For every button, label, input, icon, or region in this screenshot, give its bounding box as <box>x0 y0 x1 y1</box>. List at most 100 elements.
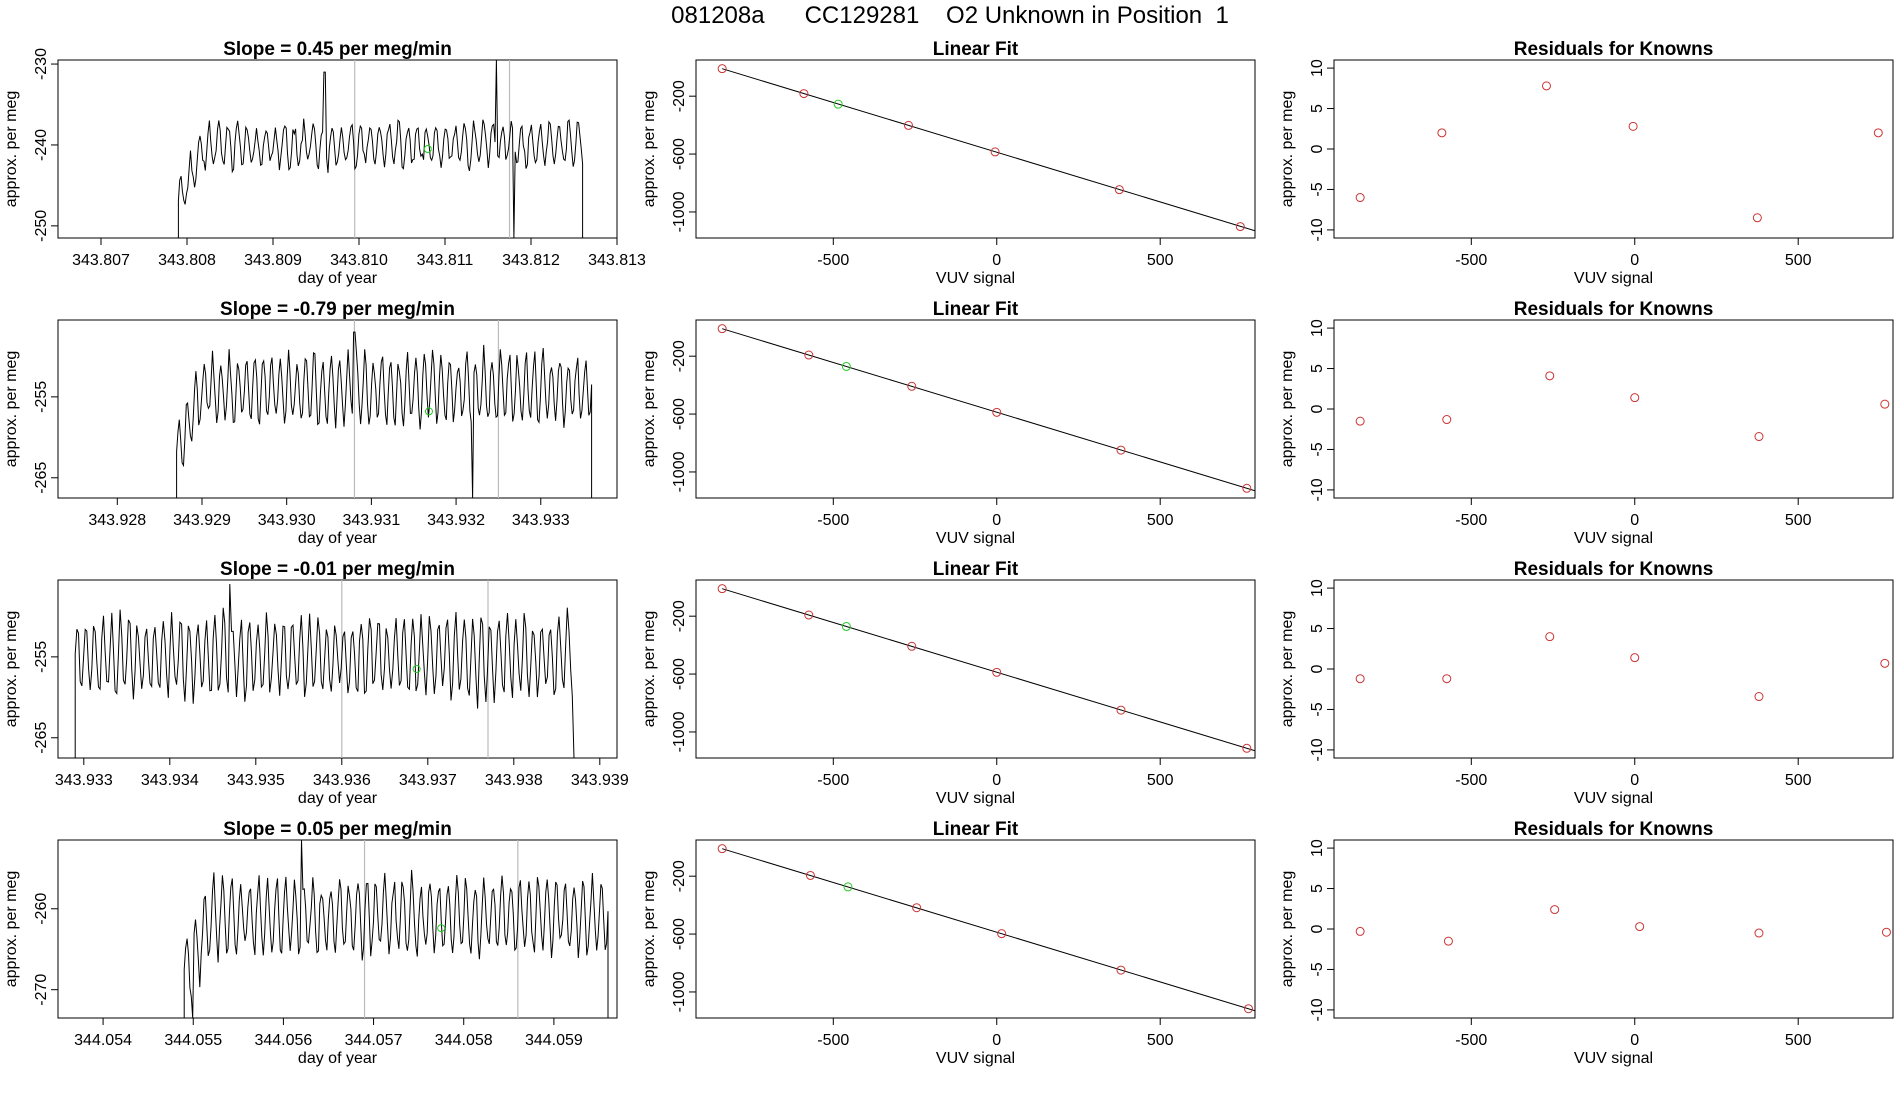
y-tick-label: -5 <box>1309 702 1326 716</box>
y-axis-label: approx. per meg <box>641 91 658 208</box>
y-tick-label: -10 <box>1309 478 1326 501</box>
y-tick-label: -1000 <box>671 971 688 1012</box>
y-tick-label: -260 <box>33 893 50 925</box>
unknown-marker <box>423 145 432 153</box>
fit-line <box>722 848 1255 1012</box>
y-tick-label: -5 <box>1309 442 1326 456</box>
plot-area <box>717 584 1255 753</box>
x-tick-label: 343.933 <box>55 772 113 789</box>
plot-frame <box>695 59 1256 239</box>
panel-title: Linear Fit <box>933 819 1019 840</box>
panel-8: Residuals for Knowns -500 0 500 10 5 0 -5 -10 VUV… <box>1279 39 1894 287</box>
unknown-point <box>841 621 851 631</box>
panel-title: Residuals for Knowns <box>1514 819 1714 840</box>
panel-title: Linear Fit <box>933 559 1019 580</box>
unknown-marker <box>424 407 433 416</box>
y-tick-label: -265 <box>33 722 50 754</box>
x-tick-label: 343.938 <box>485 772 543 789</box>
x-axis-label: VUV signal <box>936 270 1015 287</box>
y-tick-label: -270 <box>33 974 50 1006</box>
y-axis-label: approx. per meg <box>3 871 20 988</box>
known-point <box>717 844 727 854</box>
residual-point <box>1754 928 1764 938</box>
y-axis-label: approx. per meg <box>1279 91 1296 208</box>
x-tick-label: 343.929 <box>173 512 231 529</box>
residual-point <box>1442 674 1452 684</box>
plot-area <box>58 60 584 238</box>
y-tick-label: -600 <box>671 918 688 950</box>
x-tick-label: 500 <box>1785 252 1812 269</box>
y-tick-label: -1000 <box>671 711 688 752</box>
x-tick-label: 343.813 <box>588 252 646 269</box>
plot-frame <box>695 319 1256 499</box>
panel-title: Residuals for Knowns <box>1514 39 1714 60</box>
x-tick-label: 343.933 <box>512 512 570 529</box>
x-axis-label: day of year <box>298 270 378 287</box>
y-axis-label: approx. per meg <box>1279 351 1296 468</box>
known-point <box>1235 222 1245 232</box>
panel-title: Slope = 0.05 per meg/min <box>223 819 452 840</box>
known-point <box>907 381 917 391</box>
x-axis-label: VUV signal <box>1574 530 1653 547</box>
plot-area <box>1355 81 1883 223</box>
y-tick-label: -10 <box>1309 218 1326 241</box>
panel-title: Residuals for Knowns <box>1514 299 1714 320</box>
y-tick-label: -230 <box>33 48 50 80</box>
y-axis-label: approx. per meg <box>3 611 20 728</box>
known-point <box>1242 483 1252 493</box>
plot-area <box>1355 905 1891 946</box>
known-point <box>997 929 1007 939</box>
x-tick-label: 500 <box>1147 1032 1174 1049</box>
residual-point <box>1437 128 1447 138</box>
fit-line <box>722 328 1255 492</box>
residual-point <box>1355 674 1365 684</box>
known-point <box>990 147 1000 157</box>
x-tick-label: 0 <box>992 252 1001 269</box>
residual-point <box>1752 213 1762 223</box>
unknown-point <box>843 882 853 892</box>
y-axis-label: approx. per meg <box>641 351 658 468</box>
x-tick-label: 343.932 <box>427 512 485 529</box>
x-tick-label: 343.937 <box>399 772 457 789</box>
y-tick-label: -200 <box>671 860 688 892</box>
y-tick-label: -200 <box>671 80 688 112</box>
plot-area <box>58 580 575 758</box>
x-tick-label: 343.928 <box>88 512 146 529</box>
x-axis-label: VUV signal <box>1574 790 1653 807</box>
y-tick-label: 5 <box>1309 884 1326 893</box>
residual-point <box>1880 658 1890 668</box>
residual-point <box>1443 936 1453 946</box>
y-tick-label: 10 <box>1309 839 1326 857</box>
plot-frame <box>57 579 618 759</box>
x-tick-label: 0 <box>1630 772 1639 789</box>
y-tick-label: -600 <box>671 138 688 170</box>
panel-11: Residuals for Knowns -500 0 500 10 5 0 -5 -10 VUV… <box>1279 819 1894 1067</box>
y-axis-label: approx. per meg <box>3 351 20 468</box>
x-tick-label: 500 <box>1147 512 1174 529</box>
plot-area <box>58 840 609 1018</box>
y-tick-label: 0 <box>1309 404 1326 413</box>
y-tick-label: -5 <box>1309 962 1326 976</box>
known-point <box>1116 965 1126 975</box>
fit-line <box>722 68 1255 232</box>
x-axis-label: day of year <box>298 530 378 547</box>
panel-5: Linear Fit -500 0 500 -200 -600 -1000 VUV signa… <box>641 299 1256 547</box>
known-point <box>1114 185 1124 195</box>
known-point <box>804 350 814 360</box>
signal-trace <box>58 583 575 758</box>
plot-frame <box>57 319 618 499</box>
x-tick-label: 500 <box>1147 772 1174 789</box>
panel-title: Linear Fit <box>933 39 1019 60</box>
y-tick-label: -1000 <box>671 191 688 232</box>
plot-area <box>717 844 1255 1014</box>
residual-point <box>1355 193 1365 203</box>
residual-point <box>1880 399 1890 409</box>
x-tick-label: 344.057 <box>345 1032 403 1049</box>
x-tick-label: 500 <box>1147 252 1174 269</box>
y-tick-label: 5 <box>1309 624 1326 633</box>
panel-title: Slope = -0.01 per meg/min <box>220 559 455 580</box>
residual-point <box>1541 81 1551 91</box>
x-tick-label: 343.935 <box>227 772 285 789</box>
plot-frame <box>1333 579 1894 759</box>
